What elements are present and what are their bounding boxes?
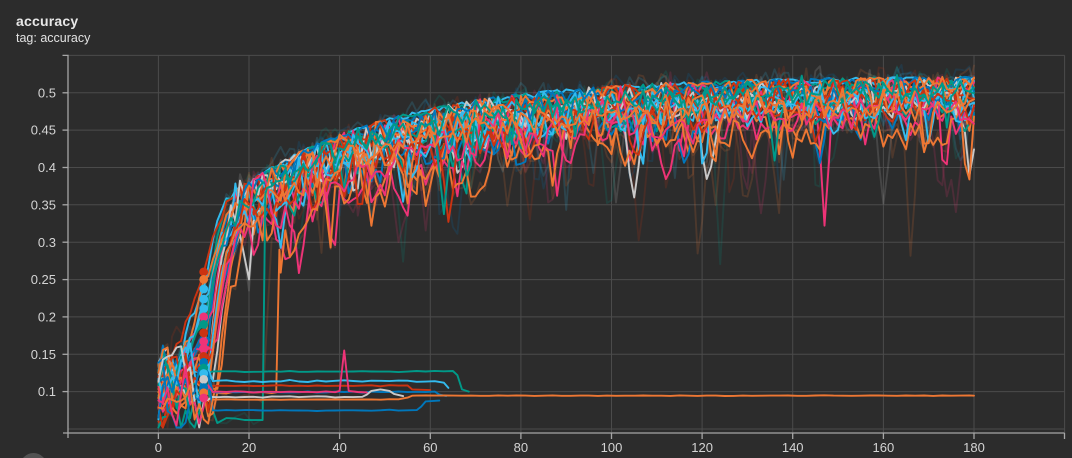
svg-text:0.3: 0.3 (38, 235, 56, 250)
svg-text:140: 140 (782, 440, 804, 455)
svg-text:180: 180 (963, 440, 985, 455)
svg-text:100: 100 (601, 440, 623, 455)
svg-text:0.5: 0.5 (38, 85, 56, 100)
svg-text:120: 120 (691, 440, 713, 455)
svg-text:160: 160 (873, 440, 895, 455)
svg-text:80: 80 (514, 440, 528, 455)
svg-text:0.15: 0.15 (31, 347, 56, 362)
svg-text:0.35: 0.35 (31, 197, 56, 212)
svg-text:0.2: 0.2 (38, 310, 56, 325)
svg-text:0.25: 0.25 (31, 272, 56, 287)
svg-text:0: 0 (155, 440, 162, 455)
svg-text:20: 20 (242, 440, 256, 455)
svg-text:0.4: 0.4 (38, 160, 56, 175)
svg-text:60: 60 (423, 440, 437, 455)
svg-text:40: 40 (332, 440, 346, 455)
svg-text:0.45: 0.45 (31, 123, 56, 138)
svg-text:0.1: 0.1 (38, 384, 56, 399)
